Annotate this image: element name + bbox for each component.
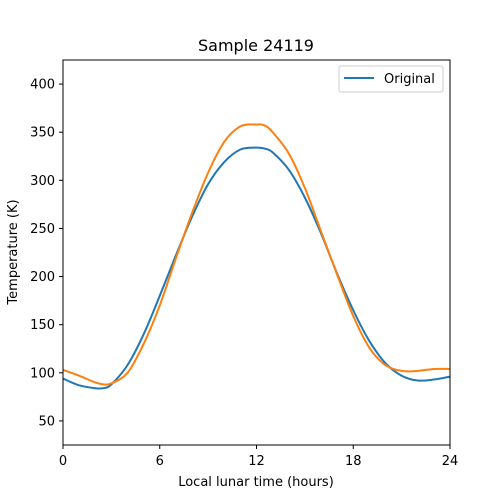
x-axis-label: Local lunar time (hours) [178,475,334,490]
series-line-2 [62,123,451,386]
chart-title: Sample 24119 [198,36,314,55]
y-tick-label: 250 [30,222,55,237]
x-tick-label: 18 [345,454,362,469]
y-tick-label: 300 [30,174,55,189]
x-tick-label: 24 [442,454,459,469]
y-tick-label: 100 [30,366,55,381]
legend-box [338,65,444,93]
y-tick-label: 200 [30,270,55,285]
x-tick-label: 0 [59,454,67,469]
x-axis: 0 6 12 18 24 [59,445,458,469]
x-tick-label: 12 [248,454,265,469]
y-tick-label: 400 [30,78,55,93]
legend-label-original: Original [384,72,435,87]
y-tick-label: 150 [30,318,55,333]
y-axis-label: Temperature (K) [6,199,21,305]
y-tick-label: 350 [30,126,55,141]
plot-lines [62,123,451,390]
y-axis: 50 100 150 200 250 300 350 400 [30,78,63,429]
y-tick-label: 50 [38,414,55,429]
legend: Original [338,65,444,93]
x-tick-label: 6 [156,454,164,469]
series-line-1 [62,146,451,390]
